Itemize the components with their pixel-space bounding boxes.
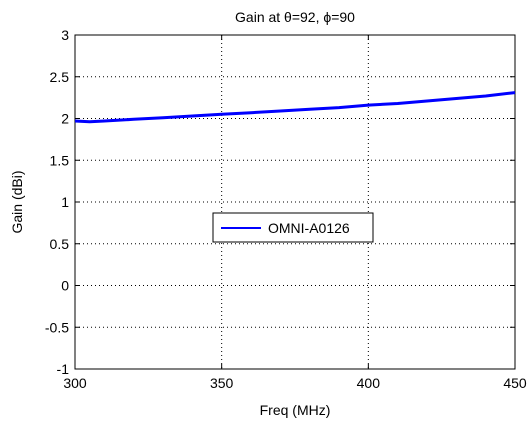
y-tick-label: 2.5 [50, 69, 70, 85]
y-tick-label: 0 [61, 278, 69, 294]
x-tick-label: 400 [357, 375, 381, 391]
y-tick-label: 0.5 [50, 236, 70, 252]
x-tick-label: 450 [503, 375, 527, 391]
axis-tick-labels: 300 350 400 450 -1 -0.5 0 0.5 1 1.5 2 2.5 3 [45, 27, 527, 391]
y-axis-label: Gain (dBi) [9, 170, 25, 233]
x-axis-label: Freq (MHz) [260, 402, 331, 418]
y-tick-label: 1 [61, 194, 69, 210]
x-tick-label: 300 [63, 375, 87, 391]
legend-label: OMNI-A0126 [268, 220, 350, 236]
legend: OMNI-A0126 [212, 212, 374, 243]
grid-lines [75, 35, 515, 369]
axis-ticks [74, 34, 516, 370]
series-line [74, 91, 516, 124]
x-tick-label: 350 [210, 375, 234, 391]
y-tick-label: 2 [61, 111, 69, 127]
series-layer [74, 91, 516, 124]
y-tick-label: 3 [61, 27, 69, 43]
y-tick-label: 1.5 [50, 152, 70, 168]
y-tick-label: -1 [57, 361, 70, 377]
chart-title: Gain at θ=92, ϕ=90 [235, 9, 355, 25]
y-tick-label: -0.5 [45, 319, 69, 335]
